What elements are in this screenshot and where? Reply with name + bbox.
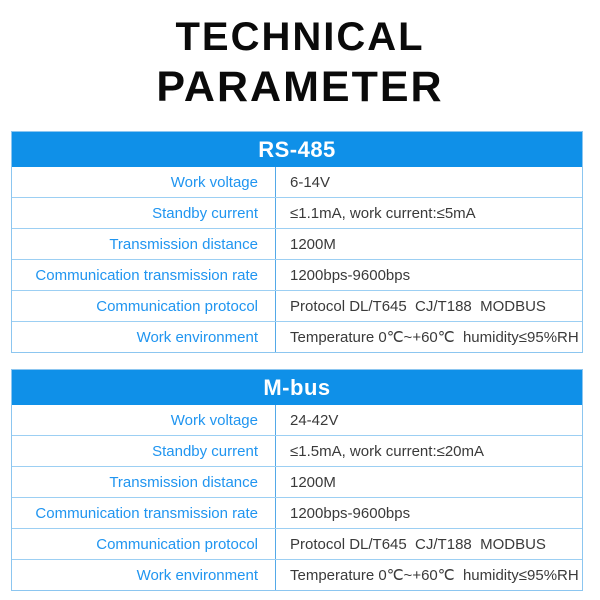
table-row-communication-transmission-rate: Communication transmission rate 1200bps-… — [12, 497, 582, 528]
param-label: Transmission distance — [12, 467, 276, 497]
param-value: ≤1.5mA, work current:≤20mA — [290, 442, 485, 460]
table-row-standby-current: Standby current ≤1.5mA, work current:≤20… — [12, 435, 582, 466]
table-row-communication-protocol: Communication protocol Protocol DL/T645 … — [12, 528, 582, 559]
table-row-communication-transmission-rate: Communication transmission rate 1200bps-… — [12, 259, 582, 290]
table-row-standby-current: Standby current ≤1.1mA, work current:≤5m… — [12, 197, 582, 228]
param-label: Communication transmission rate — [12, 260, 276, 290]
table-row-work-voltage: Work voltage 24-42V — [12, 405, 582, 435]
param-value: Protocol DL/T645 CJ/T188 MODBUS — [290, 535, 546, 553]
table-row-transmission-distance: Transmission distance 1200M — [12, 228, 582, 259]
param-label: Work environment — [12, 322, 276, 352]
param-label: Work voltage — [12, 405, 276, 435]
table-row-work-voltage: Work voltage 6-14V — [12, 167, 582, 197]
parameter-table-mbus: M-bus Work voltage 24-42V Standby curren… — [11, 369, 583, 591]
page-title-line1: TECHNICAL — [175, 15, 425, 59]
param-label: Communication transmission rate — [12, 498, 276, 528]
table-header-mbus: M-bus — [12, 370, 582, 405]
param-value: Temperature 0℃~+60℃ humidity≤95%RH — [290, 329, 579, 346]
param-value: 24-42V — [290, 411, 339, 429]
param-value: ≤1.1mA, work current:≤5mA — [290, 204, 476, 222]
param-value: 1200bps-9600bps — [290, 504, 411, 522]
page-title: TECHNICAL PARAMETER — [0, 0, 600, 117]
parameter-table-rs485: RS-485 Work voltage 6-14V Standby curren… — [11, 131, 583, 353]
param-value: 1200bps-9600bps — [290, 266, 411, 284]
page-title-line2: PARAMETER — [156, 63, 444, 111]
param-label: Transmission distance — [12, 229, 276, 259]
param-value: 6-14V — [290, 173, 331, 191]
table-header-rs485: RS-485 — [12, 132, 582, 167]
table-row-work-environment: Work environment Temperature 0℃~+60℃ hum… — [12, 321, 582, 352]
param-label: Standby current — [12, 436, 276, 466]
table-row-communication-protocol: Communication protocol Protocol DL/T645 … — [12, 290, 582, 321]
param-value: Protocol DL/T645 CJ/T188 MODBUS — [290, 297, 546, 315]
table-row-transmission-distance: Transmission distance 1200M — [12, 466, 582, 497]
param-value: 1200M — [290, 473, 336, 491]
param-label: Communication protocol — [12, 529, 276, 559]
param-value: 1200M — [290, 235, 336, 253]
param-label: Work environment — [12, 560, 276, 590]
table-row-work-environment: Work environment Temperature 0℃~+60℃ hum… — [12, 559, 582, 590]
param-value: Temperature 0℃~+60℃ humidity≤95%RH — [290, 567, 579, 584]
param-label: Communication protocol — [12, 291, 276, 321]
param-label: Standby current — [12, 198, 276, 228]
param-label: Work voltage — [12, 167, 276, 197]
